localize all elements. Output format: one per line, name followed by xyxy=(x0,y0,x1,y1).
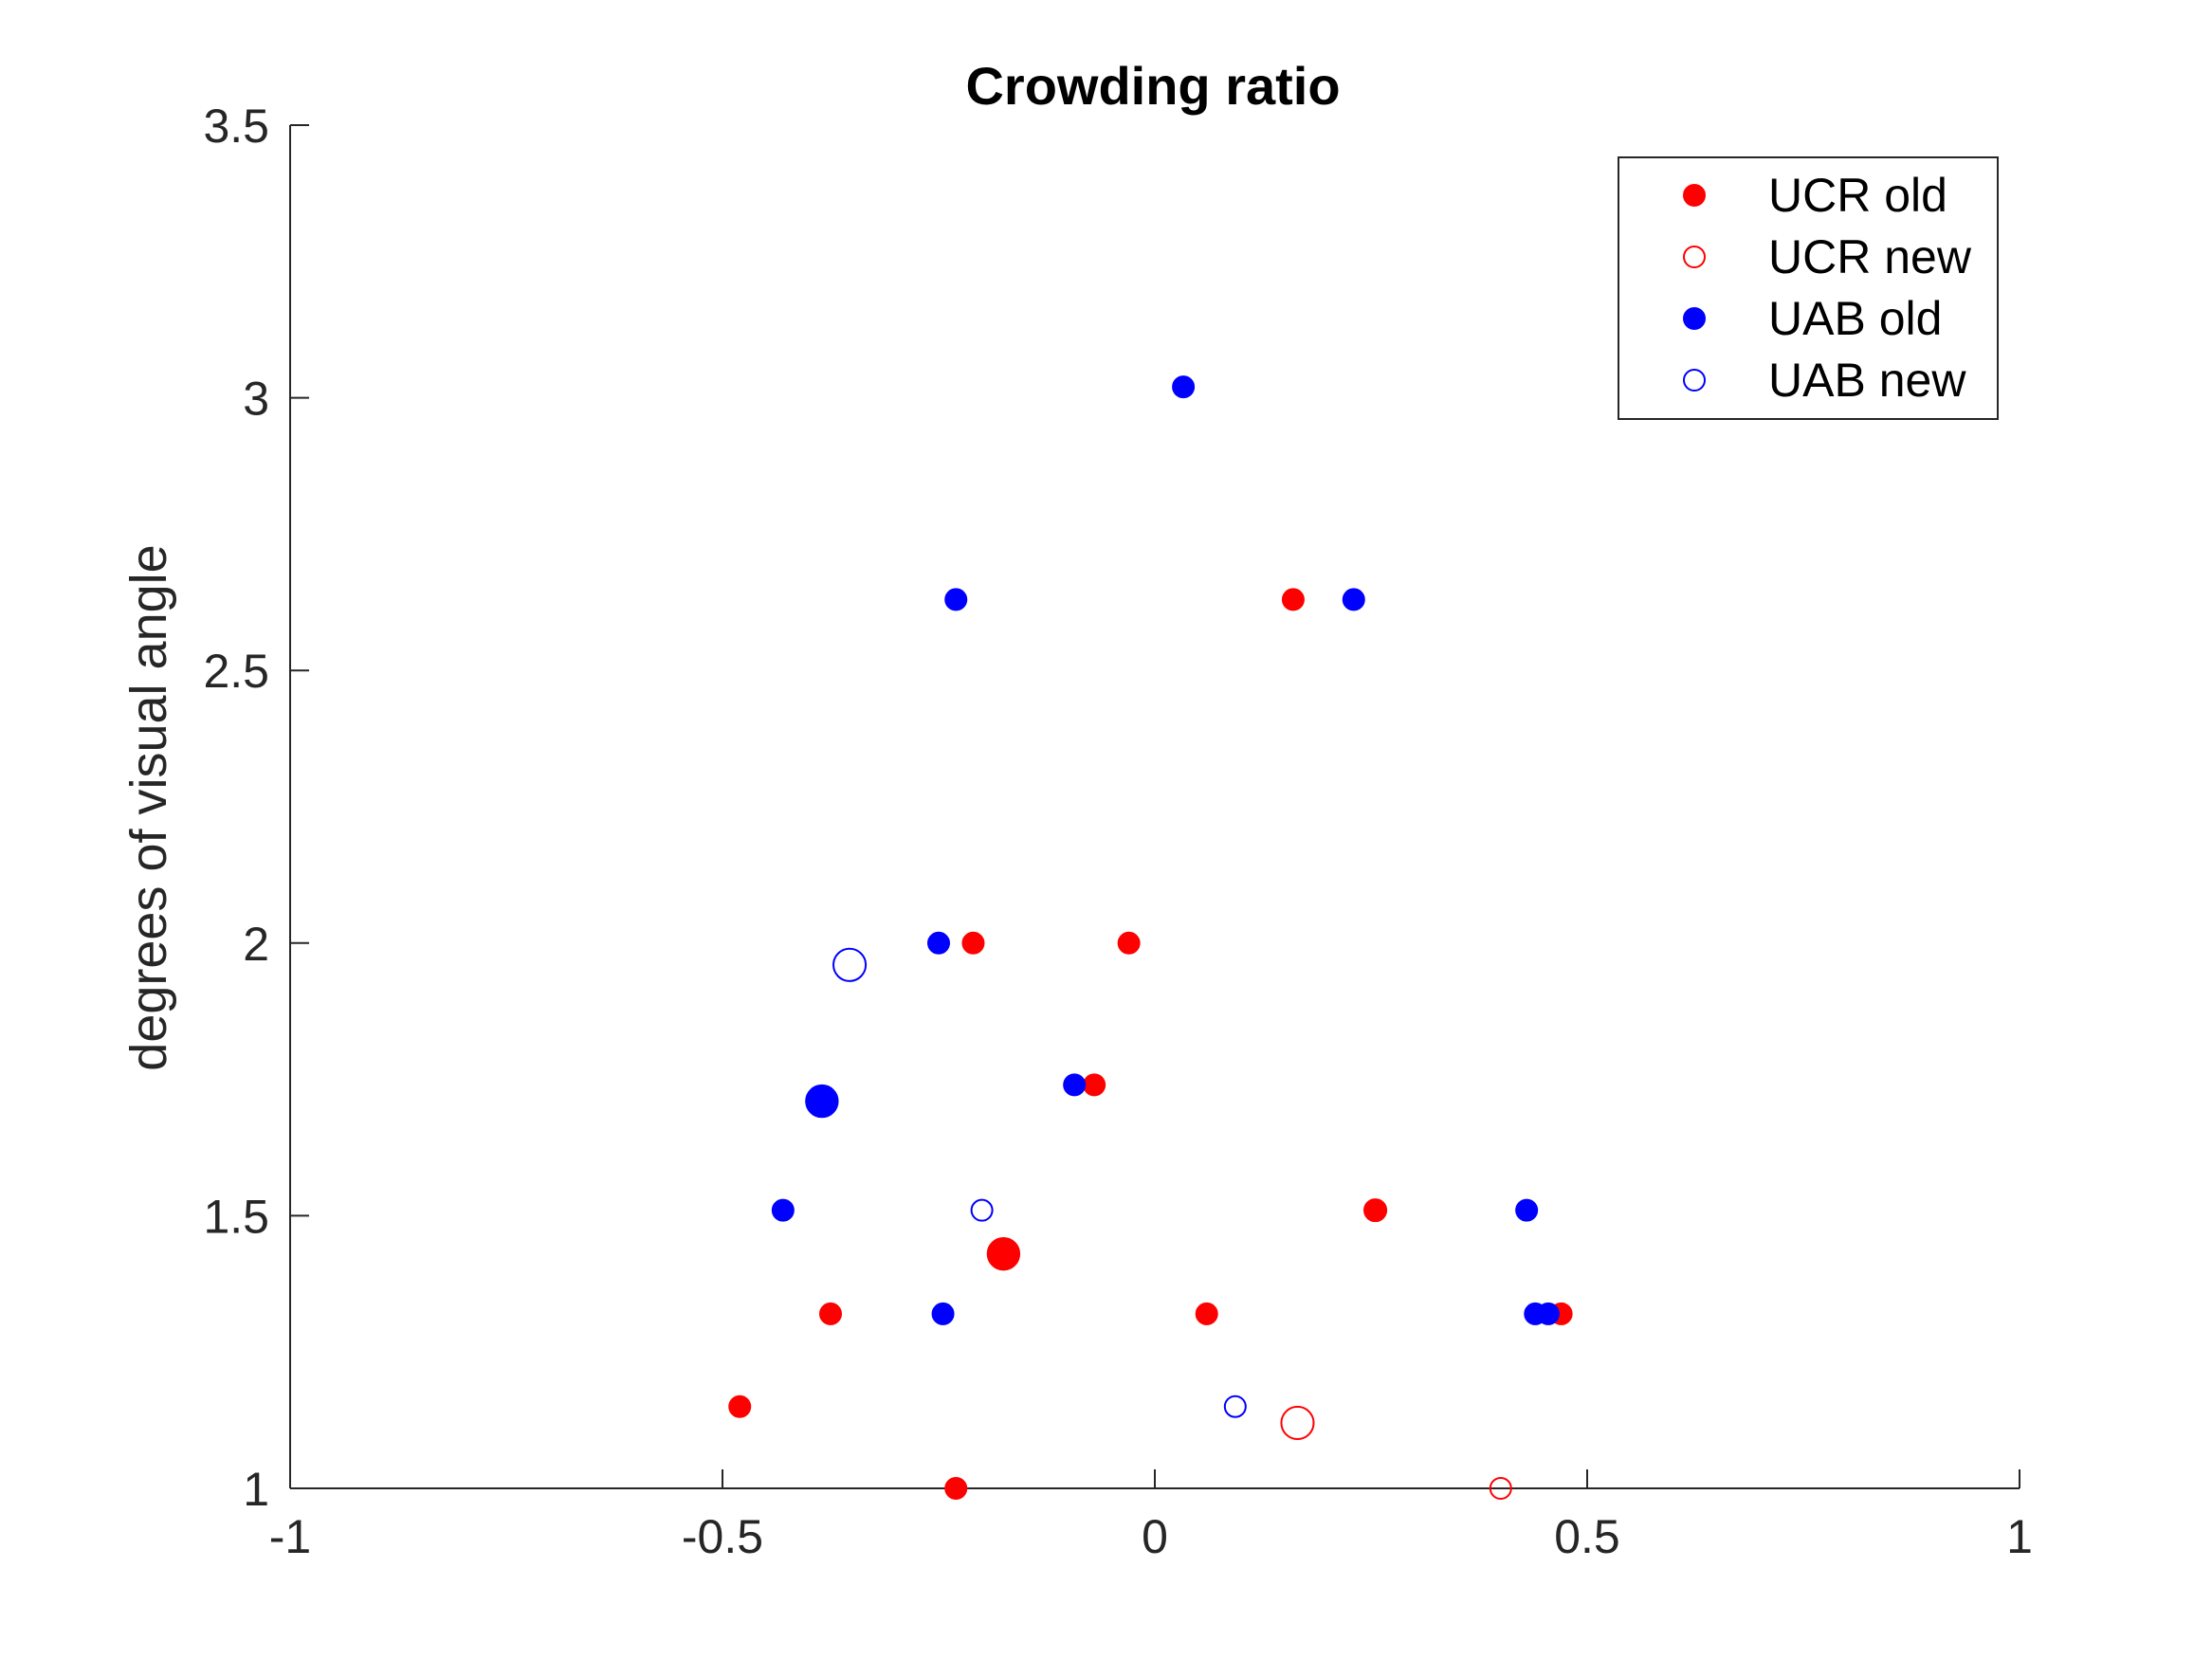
y-tick-label: 1 xyxy=(243,1463,269,1516)
data-point xyxy=(970,1198,994,1222)
legend-box xyxy=(1618,156,1999,420)
data-point xyxy=(1281,588,1305,611)
data-point xyxy=(986,1236,1021,1271)
data-point xyxy=(728,1395,752,1418)
y-tick-label: 2 xyxy=(243,918,269,971)
data-point xyxy=(1489,1477,1512,1500)
y-tick-label: 3 xyxy=(243,373,269,426)
legend-marker xyxy=(1683,184,1706,207)
data-point xyxy=(944,1477,968,1500)
x-tick-label: -1 xyxy=(269,1510,311,1563)
data-point xyxy=(1083,1073,1106,1097)
x-tick-label: 0 xyxy=(1142,1510,1168,1563)
y-axis-label: degrees of visual angle xyxy=(120,544,177,1070)
chart-title: Crowding ratio xyxy=(965,56,1340,116)
x-tick-label: -0.5 xyxy=(682,1510,763,1563)
data-point xyxy=(1280,1405,1315,1441)
data-point xyxy=(832,947,868,982)
data-point xyxy=(927,931,950,955)
data-point xyxy=(1117,931,1141,955)
legend-marker xyxy=(1683,307,1706,330)
data-point xyxy=(819,1302,842,1325)
legend-item: UCR old xyxy=(1683,169,1947,222)
legend-item: UCR new xyxy=(1683,230,1972,283)
y-tick-label: 1.5 xyxy=(203,1190,269,1243)
data-point xyxy=(1223,1395,1247,1418)
series-ucr-old xyxy=(728,588,1573,1500)
axes: -1 -0.5 0 0.5 1 1 1.5 2 2.5 3 3.5 xyxy=(203,100,2032,1563)
series-uab-new xyxy=(832,947,1247,1418)
data-point xyxy=(944,588,968,611)
data-point xyxy=(1515,1198,1539,1222)
y-tick-label: 2.5 xyxy=(203,645,269,698)
data-point xyxy=(1363,1198,1388,1223)
data-point xyxy=(1172,375,1196,399)
legend-label: UAB old xyxy=(1768,292,1942,345)
data-point xyxy=(961,931,985,955)
data-point xyxy=(1536,1302,1560,1325)
legend-label: UCR old xyxy=(1768,169,1947,222)
legend-label: UAB new xyxy=(1768,354,1966,407)
data-point xyxy=(805,1084,839,1119)
data-point xyxy=(931,1302,955,1325)
data-points xyxy=(728,375,1573,1500)
legend-label: UCR new xyxy=(1768,230,1972,283)
data-point xyxy=(1063,1073,1087,1097)
legend-item: UAB new xyxy=(1683,354,1966,407)
legend-item: UAB old xyxy=(1683,292,1942,345)
y-tick-label: 3.5 xyxy=(203,100,269,153)
data-point xyxy=(771,1198,795,1222)
legend-marker xyxy=(1683,246,1706,268)
data-point xyxy=(1195,1302,1218,1325)
legend: UCR old UCR new UAB old UAB new xyxy=(1618,156,1999,420)
series-uab-old xyxy=(771,375,1560,1325)
series-ucr-new xyxy=(1280,1405,1512,1500)
x-tick-label: 1 xyxy=(2006,1510,2033,1563)
legend-marker xyxy=(1683,369,1706,392)
data-point xyxy=(1342,588,1365,611)
x-tick-label: 0.5 xyxy=(1554,1510,1620,1563)
